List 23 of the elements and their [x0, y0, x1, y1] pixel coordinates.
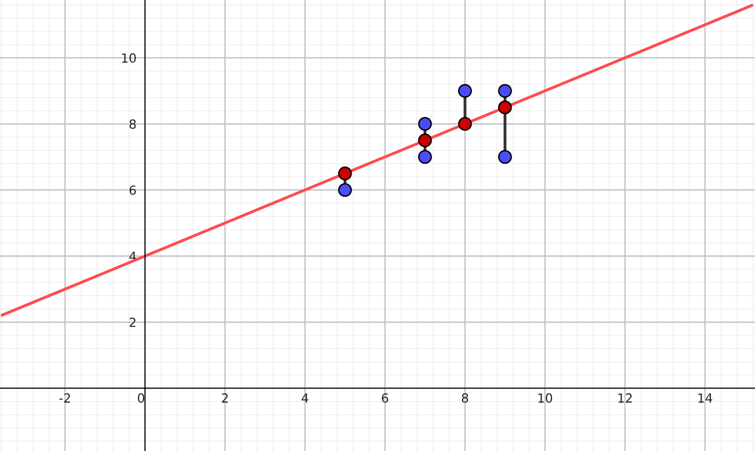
x-tick-label: 14 — [698, 393, 712, 403]
y-tick-label: 2 — [130, 318, 136, 327]
point — [338, 183, 352, 197]
y-tick-label: 8 — [130, 119, 136, 129]
point — [458, 84, 472, 98]
x-tick-label: 4 — [302, 393, 308, 403]
x-tick-label: 12 — [618, 393, 632, 403]
point — [418, 116, 432, 131]
y-tick-label: 6 — [130, 185, 136, 195]
point — [458, 116, 472, 131]
point — [498, 100, 512, 114]
x-tick-label: -2 — [59, 393, 70, 403]
point — [338, 166, 352, 180]
point — [418, 134, 432, 148]
point — [418, 150, 432, 164]
point — [498, 84, 512, 98]
x-tick-label: 2 — [222, 393, 228, 403]
point — [498, 150, 512, 164]
x-tick-label: 0 — [138, 393, 144, 403]
x-tick-label: 8 — [462, 393, 468, 403]
x-tick-label: 6 — [382, 393, 388, 403]
y-tick-label: 10 — [122, 53, 136, 63]
x-tick-label: 10 — [538, 393, 552, 403]
